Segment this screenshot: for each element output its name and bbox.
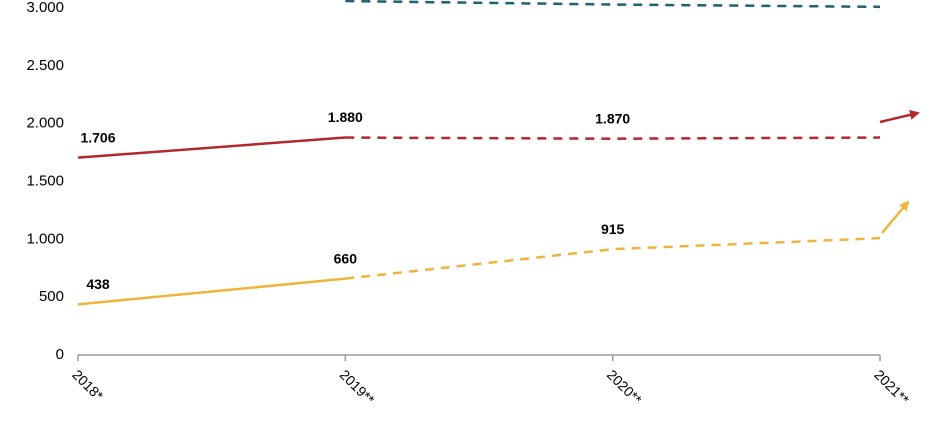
y-tick-label: 0 <box>56 346 64 363</box>
line <box>345 236 881 280</box>
data-label: 1.870 <box>595 110 630 126</box>
y-tick-label: 2.500 <box>26 57 64 74</box>
data-label: 915 <box>601 221 625 237</box>
trend-arrow <box>879 109 920 124</box>
line <box>345 136 881 140</box>
x-tick-label: 2021** <box>871 366 912 407</box>
y-tick-label: 1.500 <box>26 172 64 189</box>
y-tick-label: 2.000 <box>26 115 64 132</box>
data-label: 438 <box>86 276 110 292</box>
data-label: 660 <box>334 250 358 266</box>
x-tick-label: 2019** <box>337 366 378 407</box>
y-tick-label: 3.000 <box>26 0 64 16</box>
x-tick-label: 2020** <box>604 366 645 407</box>
data-label: 1.880 <box>328 109 363 125</box>
trend-arrow <box>881 200 910 234</box>
line <box>77 136 346 159</box>
x-tick-label: 2018* <box>69 366 107 404</box>
line <box>345 0 881 9</box>
line <box>77 277 346 306</box>
y-tick-label: 1.000 <box>26 230 64 247</box>
y-tick-label: 500 <box>39 288 64 305</box>
data-label: 1.706 <box>80 129 115 145</box>
